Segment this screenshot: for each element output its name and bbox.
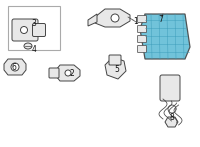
Text: 5: 5 — [115, 65, 119, 74]
Text: 6: 6 — [12, 62, 16, 71]
Text: 3: 3 — [32, 20, 36, 29]
Circle shape — [65, 70, 71, 76]
Polygon shape — [4, 59, 26, 75]
FancyBboxPatch shape — [160, 75, 180, 101]
Polygon shape — [88, 14, 97, 26]
FancyBboxPatch shape — [32, 24, 46, 36]
Polygon shape — [165, 117, 178, 127]
FancyBboxPatch shape — [138, 46, 146, 52]
Polygon shape — [56, 65, 80, 81]
FancyBboxPatch shape — [138, 35, 146, 42]
Text: 7: 7 — [159, 15, 163, 24]
FancyBboxPatch shape — [138, 25, 146, 32]
Text: 8: 8 — [170, 112, 174, 122]
Text: 4: 4 — [32, 45, 36, 54]
Circle shape — [11, 63, 19, 71]
Polygon shape — [105, 57, 126, 79]
Polygon shape — [95, 9, 130, 27]
Circle shape — [21, 26, 28, 34]
FancyBboxPatch shape — [109, 55, 121, 65]
Circle shape — [111, 14, 119, 22]
FancyBboxPatch shape — [49, 68, 59, 78]
FancyBboxPatch shape — [12, 19, 38, 41]
Text: 2: 2 — [70, 70, 74, 78]
Text: 1: 1 — [134, 17, 138, 26]
FancyBboxPatch shape — [138, 15, 146, 22]
Ellipse shape — [24, 43, 32, 49]
Polygon shape — [140, 14, 190, 59]
Bar — [8, 6, 60, 50]
